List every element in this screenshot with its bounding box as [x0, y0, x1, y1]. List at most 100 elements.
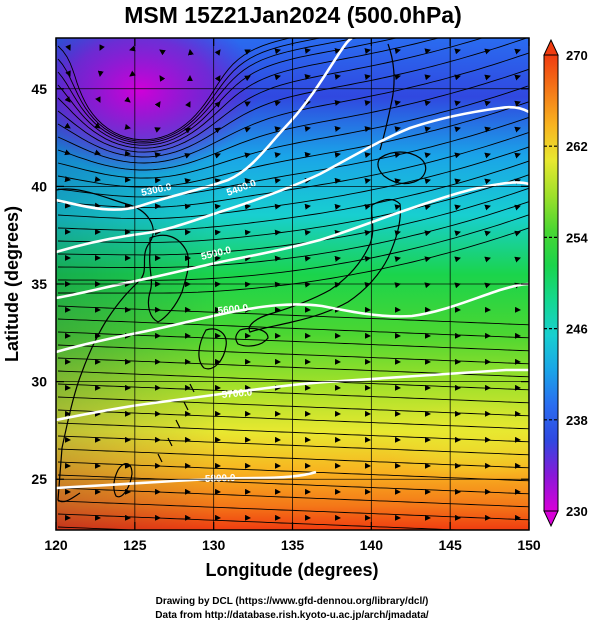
streamline [57, 409, 529, 430]
contour-5400 [56, 105, 529, 254]
wind-arrow [244, 101, 251, 107]
wind-arrow [454, 230, 461, 237]
streamline [57, 318, 529, 339]
wind-arrow [124, 123, 131, 130]
wind-arrow [184, 153, 191, 159]
wind-arrow [129, 70, 136, 77]
wind-arrow [394, 100, 401, 107]
wind-arrow [454, 152, 461, 159]
colorbar-ticks: 270 262 254 246 238 230 [544, 48, 588, 519]
streamline [57, 396, 529, 417]
y-axis-title: Latitude (degrees) [2, 206, 22, 362]
wind-arrow [364, 152, 371, 158]
wind-arrow [244, 152, 251, 159]
wind-arrow [154, 152, 161, 158]
wind-arrow [364, 230, 371, 236]
wind-arrow [214, 127, 221, 134]
wind-arrow [334, 151, 341, 158]
contour-label-5700: 5700.0 [221, 387, 253, 401]
wind-arrow [484, 178, 491, 185]
wind-arrow [454, 74, 461, 81]
colorbar-tick-label: 254 [566, 230, 588, 245]
colorbar-tick-label: 238 [566, 413, 588, 428]
contour-5600 [56, 282, 529, 354]
wind-arrow [484, 74, 491, 81]
wind-arrow [334, 229, 341, 236]
wind-arrow [484, 126, 491, 133]
y-tick-label: 25 [31, 471, 47, 487]
wind-arrow [159, 75, 166, 82]
wind-arrow [274, 152, 281, 158]
wind-arrow [334, 255, 341, 262]
streamline [57, 526, 144, 530]
wind-arrow [214, 203, 221, 210]
wind-arrow [244, 49, 251, 55]
wind-arrow [454, 48, 461, 55]
wind-arrow [64, 149, 71, 156]
coast-korea [147, 234, 190, 323]
wind-arrow [129, 45, 136, 52]
wind-arrow [394, 256, 401, 263]
wind-arrow [514, 100, 521, 107]
streamline [57, 146, 529, 220]
streamline [57, 101, 529, 188]
x-tick-label: 140 [360, 537, 384, 553]
wind-arrow [274, 126, 281, 133]
colorbar-min-arrow [543, 510, 559, 528]
wind-arrow [484, 152, 491, 159]
wind-arrow [274, 74, 281, 81]
wind-arrow [514, 230, 521, 237]
wind-arrow [454, 204, 461, 211]
wind-arrow [424, 230, 431, 237]
wind-arrow [514, 152, 521, 159]
wind-arrow [364, 178, 371, 184]
wind-arrow [334, 203, 341, 210]
streamline [57, 38, 484, 153]
streamline [57, 38, 323, 142]
contour-5500 [56, 181, 529, 300]
streamline [57, 435, 529, 456]
figure-title: MSM 15Z21Jan2024 (500.0hPa) [124, 2, 462, 28]
wind-arrow [514, 48, 521, 55]
wind-arrow [484, 204, 491, 211]
wind-arrow [274, 229, 281, 236]
wind-arrow [364, 256, 371, 262]
colorbar: 270 262 254 246 238 230 [543, 38, 588, 528]
wind-arrow [514, 126, 521, 133]
wind-arrow [304, 255, 311, 262]
wind-streamlines [57, 38, 529, 530]
streamline [57, 305, 529, 326]
colorbar-bar [543, 54, 559, 512]
wind-arrow [244, 127, 251, 133]
streamline [57, 187, 529, 256]
wind-arrow [424, 74, 431, 81]
colorbar-tick-label: 270 [566, 48, 588, 63]
wind-arrow [484, 48, 491, 55]
wind-arrow [185, 101, 191, 108]
contour-5300 [56, 38, 353, 211]
wind-arrow [274, 203, 281, 210]
streamline [57, 500, 529, 521]
contour-label-5600: 5600.0 [217, 303, 249, 317]
wind-arrow [364, 74, 371, 80]
wind-arrow [65, 70, 71, 77]
colorbar-max-arrow [543, 38, 559, 56]
wind-arrow [124, 96, 131, 103]
wind-arrow [424, 256, 431, 263]
credit-data: Data from http://database.rish.kyoto-u.a… [155, 610, 429, 621]
wind-arrow [187, 49, 194, 56]
wind-arrow [394, 178, 401, 185]
wind-arrow [394, 74, 401, 81]
streamline [58, 227, 529, 294]
wind-arrow [454, 100, 461, 107]
streamline [57, 461, 529, 482]
wind-arrow [274, 48, 281, 55]
wind-arrow [484, 230, 491, 237]
wind-arrow [454, 126, 461, 133]
wind-arrow [97, 70, 104, 77]
wind-arrow [424, 152, 431, 159]
streamline [57, 68, 529, 171]
wind-arrow [514, 74, 521, 81]
wind-arrow [514, 204, 521, 211]
wind-arrow [65, 44, 71, 51]
